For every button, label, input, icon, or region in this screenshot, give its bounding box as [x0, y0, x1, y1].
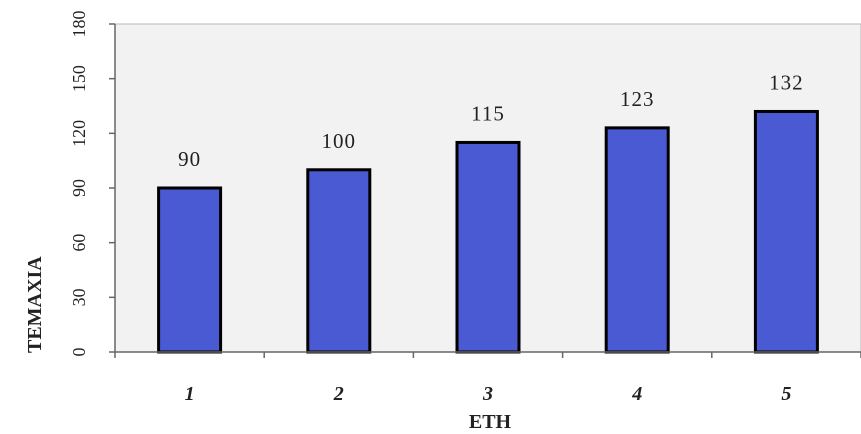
x-tick-label: 5 — [781, 383, 791, 405]
x-tick-label: 2 — [333, 383, 344, 405]
y-tick-label: 30 — [69, 288, 89, 306]
bar — [157, 186, 223, 354]
y-tick-label: 90 — [69, 179, 89, 197]
data-label: 100 — [322, 129, 357, 153]
x-axis-title: ETH — [469, 411, 512, 433]
x-axis-ticks: 1 2 3 4 5 — [114, 352, 861, 405]
y-axis-title: TEMAXIA — [24, 256, 46, 353]
bars-group: 90 100 115 123 132 — [157, 70, 819, 354]
data-label: 90 — [178, 147, 201, 171]
bar — [455, 140, 521, 354]
y-tick-label: 180 — [69, 11, 89, 38]
y-axis-ticks: 0 30 60 90 120 150 180 — [69, 11, 115, 357]
y-tick-label: 120 — [69, 120, 89, 147]
data-label: 132 — [769, 70, 804, 94]
x-tick-label: 4 — [631, 383, 642, 405]
bar — [753, 109, 819, 354]
x-tick-label: 1 — [185, 383, 195, 405]
bar — [604, 126, 670, 354]
data-label: 115 — [471, 101, 505, 125]
bar — [306, 168, 372, 354]
y-tick-label: 150 — [69, 65, 89, 92]
x-tick-label: 3 — [482, 383, 493, 405]
data-label: 123 — [620, 87, 655, 111]
y-tick-label: 0 — [69, 348, 89, 357]
y-tick-label: 60 — [69, 234, 89, 252]
